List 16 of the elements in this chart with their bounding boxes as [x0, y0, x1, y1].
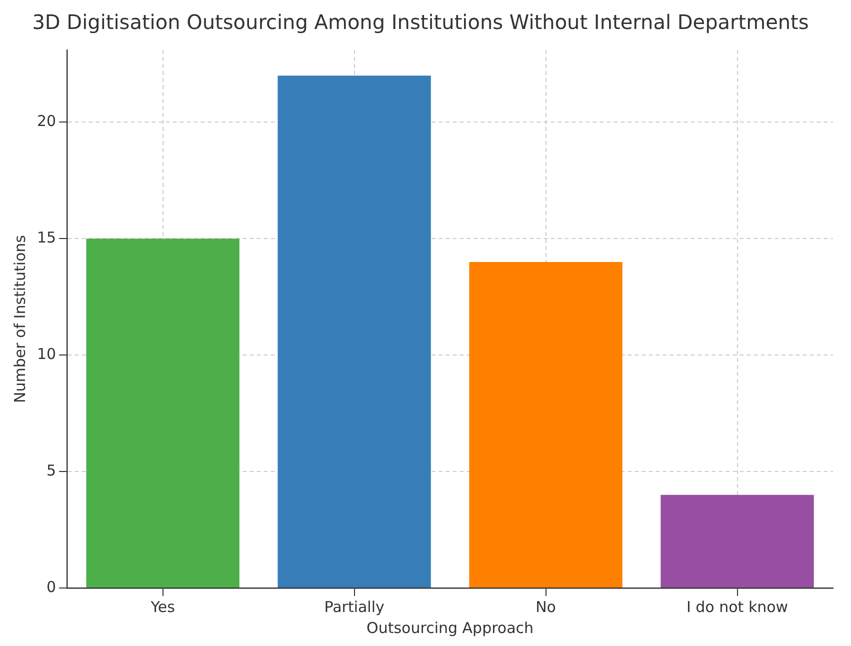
y-tick-label: 15 — [36, 228, 56, 247]
bar — [469, 262, 622, 588]
chart-title: 3D Digitisation Outsourcing Among Institutions Without Internal Departments — [32, 10, 809, 34]
y-tick-label: 10 — [36, 344, 56, 363]
y-axis-title: Number of Institutions — [10, 234, 29, 403]
y-tick-label: 20 — [36, 112, 56, 130]
x-tick-label: I do not know — [686, 598, 788, 616]
bar — [278, 76, 431, 588]
x-tick-label: Yes — [150, 598, 176, 616]
y-tick-label: 5 — [46, 461, 56, 480]
y-tick-label: 0 — [46, 578, 56, 596]
bar — [86, 238, 240, 588]
x-tick-label: No — [536, 598, 556, 616]
x-tick-label: Partially — [324, 598, 385, 616]
x-axis-title: Outsourcing Approach — [366, 618, 534, 637]
bar — [660, 494, 814, 588]
